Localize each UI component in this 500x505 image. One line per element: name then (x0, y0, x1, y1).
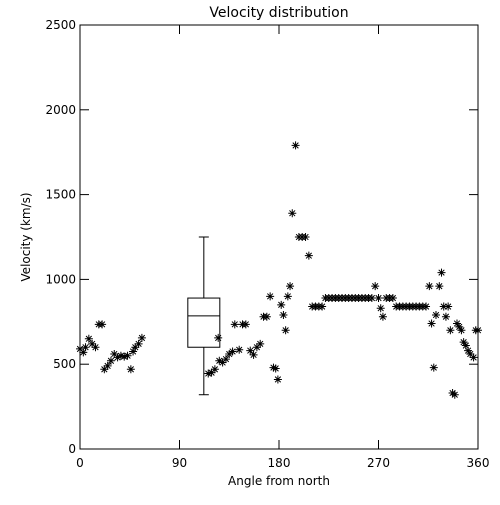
boxplot (187, 236, 221, 396)
data-point (283, 292, 292, 301)
data-point (221, 355, 230, 364)
data-point (286, 282, 295, 291)
data-point (137, 333, 146, 342)
data-point (134, 339, 143, 348)
data-point (215, 356, 224, 365)
data-point (425, 282, 434, 291)
data-point (207, 368, 216, 377)
data-point (457, 326, 466, 335)
data-point (474, 326, 482, 335)
data-point (435, 282, 444, 291)
data-point (279, 311, 288, 320)
data-point (110, 350, 119, 359)
y-tick-label: 1000 (45, 272, 76, 286)
x-tick-label: 270 (367, 456, 390, 470)
y-tick-label: 0 (68, 442, 76, 456)
data-point (241, 320, 250, 329)
x-axis-label: Angle from north (228, 474, 330, 488)
data-points (76, 141, 482, 399)
data-point (378, 312, 387, 321)
x-tick-label: 90 (172, 456, 187, 470)
data-point (291, 141, 300, 150)
data-point (301, 233, 310, 241)
data-point (459, 338, 468, 347)
data-point (437, 268, 446, 277)
data-point (225, 350, 234, 359)
data-point (131, 343, 140, 352)
data-point (277, 300, 286, 309)
x-tick-label: 360 (467, 456, 490, 470)
data-point (129, 347, 138, 356)
data-point (262, 312, 271, 321)
data-point (466, 350, 475, 359)
data-point (288, 209, 297, 218)
data-point (88, 339, 97, 348)
y-tick-label: 2500 (45, 18, 76, 32)
data-point (469, 353, 478, 362)
data-point (455, 322, 464, 331)
data-point (246, 346, 255, 355)
y-tick-label: 2000 (45, 103, 76, 117)
data-point (266, 292, 275, 301)
data-point (91, 343, 100, 352)
data-point (444, 302, 453, 311)
data-point (273, 375, 282, 384)
data-point (76, 344, 84, 353)
data-point (318, 302, 327, 311)
data-point (116, 351, 125, 360)
data-point (84, 334, 93, 343)
axis-ticks: 0 90 180 270 360 0 500 1000 1500 2000 2500 (45, 18, 489, 470)
x-tick-label: 180 (268, 456, 291, 470)
data-point (123, 351, 132, 360)
data-point (81, 343, 90, 352)
data-point (452, 319, 461, 328)
y-tick-label: 500 (53, 357, 76, 371)
data-point (439, 302, 448, 311)
data-point (429, 363, 438, 372)
data-point (218, 358, 227, 367)
data-point (100, 365, 109, 374)
data-point (441, 312, 450, 321)
data-point (230, 320, 239, 329)
chart-title: Velocity distribution (209, 5, 348, 21)
data-point (271, 364, 280, 373)
data-point (422, 302, 431, 311)
data-point (388, 294, 397, 303)
data-point (126, 365, 135, 374)
data-point (371, 282, 380, 291)
data-point (204, 369, 213, 378)
data-point (228, 347, 237, 356)
data-point (281, 326, 290, 335)
data-point (210, 365, 219, 374)
data-point (304, 251, 313, 260)
y-tick-label: 1500 (45, 188, 76, 202)
data-point (367, 294, 376, 303)
data-point (113, 353, 122, 362)
data-point (464, 346, 473, 355)
data-point (214, 333, 223, 342)
data-point (376, 304, 385, 313)
data-point (98, 320, 107, 329)
data-point (427, 319, 436, 328)
data-point (431, 311, 440, 320)
y-axis-label: Velocity (km/s) (19, 192, 33, 281)
data-point (252, 343, 261, 352)
boxplot-box (187, 297, 221, 348)
plot-frame (79, 24, 479, 450)
data-point (106, 356, 115, 365)
data-point (269, 363, 278, 372)
data-point (120, 352, 129, 361)
x-tick-label: 0 (76, 456, 84, 470)
data-point (461, 341, 470, 350)
data-point (446, 326, 455, 335)
data-point (79, 348, 88, 357)
data-point (450, 390, 459, 399)
data-point (374, 294, 383, 303)
data-point (235, 345, 244, 354)
data-point (256, 339, 265, 348)
data-point (103, 361, 112, 370)
data-point (249, 350, 258, 359)
